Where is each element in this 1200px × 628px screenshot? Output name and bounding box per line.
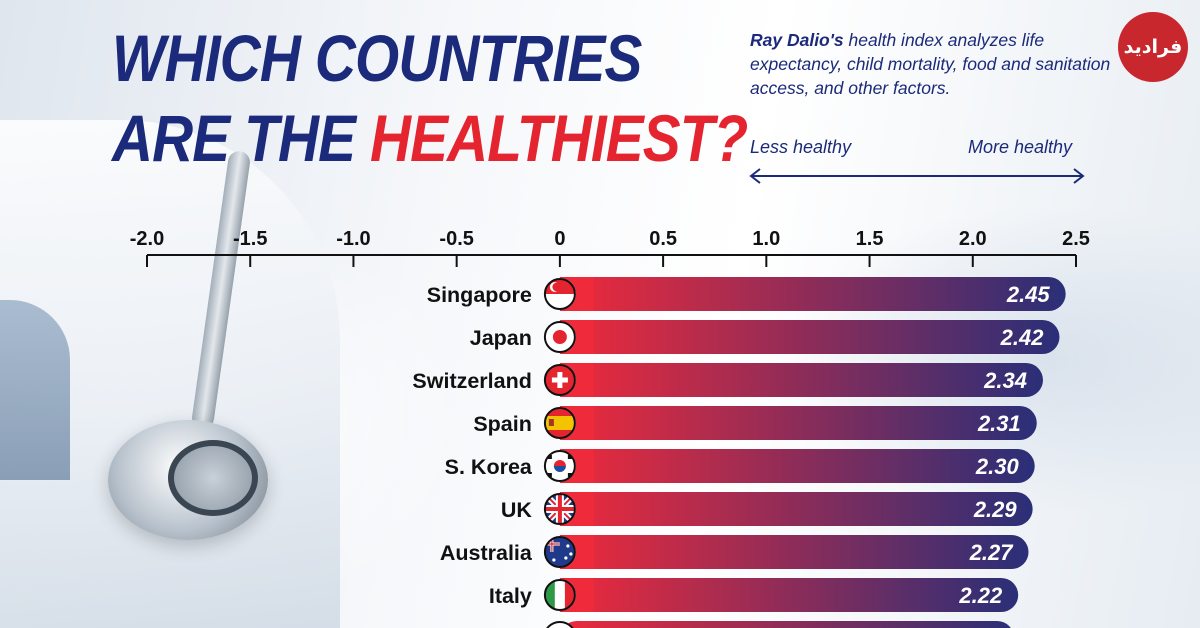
value-label: 2.30 bbox=[975, 454, 1020, 479]
tick-label: 2.0 bbox=[959, 228, 987, 250]
bar bbox=[559, 492, 1033, 526]
tick-label: 1.0 bbox=[752, 228, 780, 250]
scrubs-image bbox=[0, 300, 70, 480]
switzerland-flag-icon bbox=[543, 364, 576, 396]
value-label: 2.45 bbox=[1006, 282, 1051, 307]
title-highlight: HEALTHIEST? bbox=[370, 101, 748, 175]
italy-flag-icon bbox=[543, 579, 576, 611]
value-label: 2.27 bbox=[969, 540, 1015, 565]
tick-label: 0 bbox=[554, 228, 565, 250]
tick-label: -1.5 bbox=[233, 228, 267, 250]
value-label: 2.22 bbox=[958, 583, 1003, 608]
japan-flag-icon bbox=[543, 321, 576, 353]
bar bbox=[559, 320, 1060, 354]
bar bbox=[559, 363, 1043, 397]
country-label: Australia bbox=[440, 541, 533, 565]
less-healthy-label: Less healthy bbox=[750, 137, 852, 157]
title-line-1: WHICH COUNTRIES bbox=[112, 21, 642, 95]
singapore-flag-icon bbox=[543, 278, 576, 310]
tick-label: 2.5 bbox=[1062, 228, 1090, 250]
bar-row: 2.30 S. Korea bbox=[445, 449, 1035, 483]
bar-row: 2.45 Singapore bbox=[427, 277, 1066, 311]
south-korea-flag-icon bbox=[543, 450, 576, 482]
bar bbox=[559, 277, 1066, 311]
country-label: Italy bbox=[489, 584, 532, 608]
country-label: Japan bbox=[470, 326, 532, 350]
country-label: Spain bbox=[473, 412, 532, 436]
value-label: 2.31 bbox=[977, 411, 1021, 436]
tick-label: -2.0 bbox=[130, 228, 164, 250]
subtitle: Ray Dalio's health index analyzes life e… bbox=[750, 28, 1120, 100]
publisher-logo: فرادید bbox=[1118, 12, 1188, 82]
bar-row: 2.29 UK bbox=[501, 492, 1033, 526]
title-line-2-prefix: ARE THE bbox=[112, 101, 371, 175]
tick-label: 1.5 bbox=[856, 228, 884, 250]
value-label: 2.29 bbox=[973, 497, 1018, 522]
x-axis: -2.0 -1.5 -1.0 -0.5 0 0.5 1.0 1.5 2.0 2.5 bbox=[130, 228, 1090, 267]
bar-row: 2.31 Spain bbox=[473, 406, 1037, 440]
bar bbox=[559, 406, 1037, 440]
subtitle-bold: Ray Dalio's bbox=[750, 30, 844, 50]
bar-partial bbox=[563, 621, 1011, 628]
country-label: UK bbox=[501, 498, 533, 522]
stethoscope-ring-image bbox=[168, 440, 258, 516]
bar-row: 2.42 Japan bbox=[470, 320, 1060, 354]
uk-flag-icon bbox=[543, 493, 576, 525]
tick-label: -0.5 bbox=[439, 228, 473, 250]
value-label: 2.34 bbox=[983, 368, 1027, 393]
bar-row: 2.34 Switzerland bbox=[412, 363, 1043, 397]
more-healthy-label: More healthy bbox=[968, 137, 1073, 157]
value-label: 2.42 bbox=[1000, 325, 1045, 350]
bar bbox=[559, 535, 1029, 569]
bar-row-partial bbox=[546, 621, 1011, 628]
bar bbox=[559, 578, 1019, 612]
tick-label: -1.0 bbox=[336, 228, 370, 250]
spain-flag-icon bbox=[543, 407, 576, 439]
australia-flag-icon bbox=[543, 536, 576, 568]
page-title: WHICH COUNTRIES ARE THE HEALTHIEST? bbox=[112, 18, 748, 178]
bar bbox=[559, 449, 1035, 483]
flag-partial-icon bbox=[546, 621, 574, 628]
bar-row: 2.27 Australia bbox=[440, 535, 1029, 569]
country-label: Singapore bbox=[427, 283, 532, 307]
bars: 2.45Singapore2.42Japan2.34Switzerland2.3… bbox=[412, 277, 1066, 628]
bar-row: 2.22 Italy bbox=[489, 578, 1019, 612]
subtitle-rest: health index analyzes life expectancy, c… bbox=[750, 30, 1111, 98]
tick-label: 0.5 bbox=[649, 228, 677, 250]
double-arrow-icon bbox=[749, 168, 1085, 184]
country-label: S. Korea bbox=[445, 455, 533, 479]
country-label: Switzerland bbox=[412, 369, 531, 393]
